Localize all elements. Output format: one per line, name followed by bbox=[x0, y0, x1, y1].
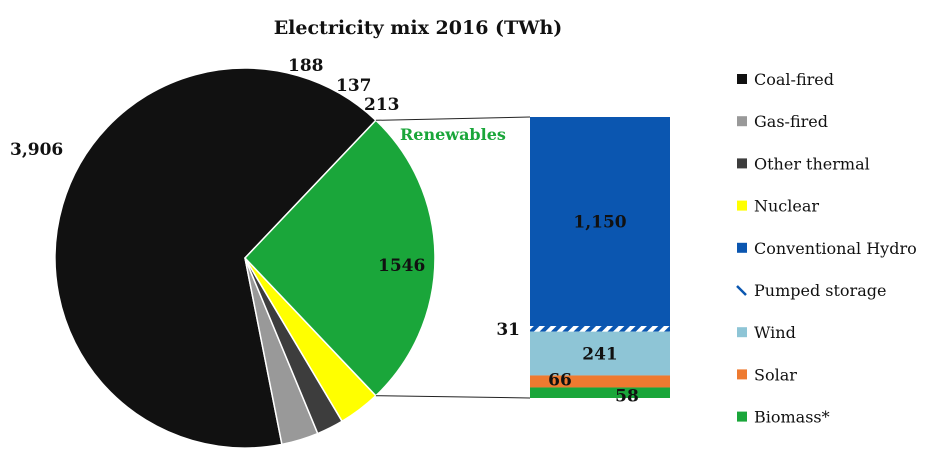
legend-swatch-biomass bbox=[737, 411, 747, 422]
legend-swatch-other-thermal bbox=[737, 158, 747, 169]
connector-line-top bbox=[375, 116, 531, 121]
legend-label-coal-fired: Coal-fired bbox=[754, 70, 834, 89]
pie-slice-renewables bbox=[243, 119, 436, 397]
legend-item-other-thermal: Other thermal bbox=[737, 154, 870, 173]
legend: Coal-fired Gas-fired Other thermal Nuclear C… bbox=[736, 70, 917, 427]
connector-lines bbox=[375, 116, 531, 399]
bar-segment-wind bbox=[530, 331, 670, 376]
slice-label-coal-fired: 3,906 bbox=[10, 140, 63, 160]
chart-title: Electricity mix 2016 (TWh) bbox=[274, 17, 563, 39]
renewables-breakdown-bar: 1,150 31 241 66 58 bbox=[496, 117, 670, 407]
renewables-label: Renewables bbox=[400, 125, 506, 144]
legend-label-wind: Wind bbox=[754, 323, 796, 342]
legend-swatch-wind bbox=[737, 327, 747, 338]
legend-label-biomass: Biomass* bbox=[754, 408, 830, 427]
legend-swatch-conventional-hydro bbox=[737, 242, 747, 253]
legend-label-solar: Solar bbox=[754, 365, 797, 384]
slice-label-gas-fired: 188 bbox=[288, 56, 324, 76]
bar-label-biomass: 58 bbox=[615, 387, 639, 407]
legend-label-other-thermal: Other thermal bbox=[754, 154, 870, 173]
slice-label-nuclear: 213 bbox=[364, 95, 400, 115]
legend-item-biomass: Biomass* bbox=[737, 408, 830, 427]
legend-label-pumped-storage: Pumped storage bbox=[754, 281, 886, 300]
legend-item-nuclear: Nuclear bbox=[737, 197, 819, 216]
legend-swatch-solar bbox=[737, 369, 747, 380]
bar-label-pumped-storage: 31 bbox=[496, 320, 520, 340]
legend-swatch-coal-fired bbox=[737, 74, 747, 84]
bar-label-wind: 241 bbox=[582, 345, 618, 365]
legend-label-conventional-hydro: Conventional Hydro bbox=[754, 239, 917, 258]
bar-segment-biomass bbox=[530, 387, 670, 398]
legend-item-pumped-storage: Pumped storage bbox=[736, 281, 886, 300]
legend-swatch-pumped-storage bbox=[736, 285, 747, 296]
legend-item-gas-fired: Gas-fired bbox=[737, 112, 828, 131]
bar-segment-pumped-storage bbox=[530, 326, 670, 332]
connector-line-bottom bbox=[375, 395, 531, 399]
legend-item-solar: Solar bbox=[737, 365, 797, 384]
legend-label-gas-fired: Gas-fired bbox=[754, 112, 828, 131]
pie-slice-coal-fired bbox=[54, 67, 377, 449]
legend-label-nuclear: Nuclear bbox=[754, 197, 819, 216]
bar-segment-conventional-hydro bbox=[530, 117, 670, 327]
slice-label-other-thermal: 137 bbox=[336, 76, 372, 96]
bar-segment-solar bbox=[530, 375, 670, 388]
bar-label-solar: 66 bbox=[548, 371, 572, 391]
legend-swatch-nuclear bbox=[737, 200, 747, 211]
legend-swatch-gas-fired bbox=[737, 116, 747, 127]
legend-item-wind: Wind bbox=[737, 323, 796, 342]
legend-item-conventional-hydro: Conventional Hydro bbox=[737, 239, 917, 258]
slice-label-renewables: 1546 bbox=[378, 256, 425, 276]
bar-label-conventional-hydro: 1,150 bbox=[573, 213, 626, 233]
legend-item-coal-fired: Coal-fired bbox=[737, 70, 834, 89]
